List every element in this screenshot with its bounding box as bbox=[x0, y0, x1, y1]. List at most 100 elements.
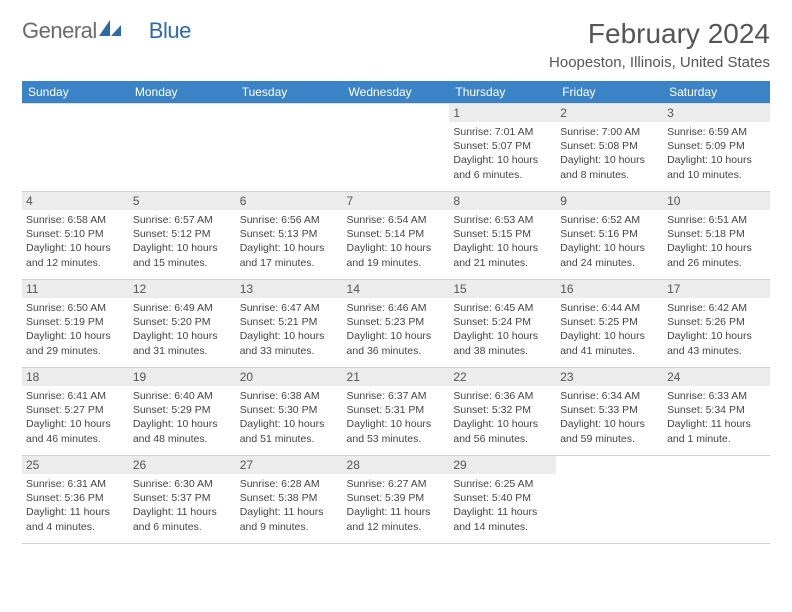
day-number: 29 bbox=[449, 456, 556, 474]
day-details: Sunrise: 6:36 AMSunset: 5:32 PMDaylight:… bbox=[453, 389, 552, 446]
day-details: Sunrise: 6:52 AMSunset: 5:16 PMDaylight:… bbox=[560, 213, 659, 270]
calendar-cell: 21 Sunrise: 6:37 AMSunset: 5:31 PMDayligh… bbox=[343, 368, 450, 456]
day-details: Sunrise: 6:34 AMSunset: 5:33 PMDaylight:… bbox=[560, 389, 659, 446]
calendar-cell: 25 Sunrise: 6:31 AMSunset: 5:36 PMDayligh… bbox=[22, 456, 129, 544]
calendar-row: 1 Sunrise: 7:01 AMSunset: 5:07 PMDaylight… bbox=[22, 104, 770, 192]
day-number: 13 bbox=[236, 280, 343, 298]
calendar-cell bbox=[22, 104, 129, 192]
location: Hoopeston, Illinois, United States bbox=[549, 54, 770, 71]
day-details: Sunrise: 6:50 AMSunset: 5:19 PMDaylight:… bbox=[26, 301, 125, 358]
day-details: Sunrise: 7:00 AMSunset: 5:08 PMDaylight:… bbox=[560, 125, 659, 182]
day-details: Sunrise: 6:30 AMSunset: 5:37 PMDaylight:… bbox=[133, 477, 232, 534]
calendar-cell: 11Sunrise: 6:50 AMSunset: 5:19 PMDayligh… bbox=[22, 280, 129, 368]
day-number: 16 bbox=[556, 280, 663, 298]
day-number: 28 bbox=[343, 456, 450, 474]
brand-logo: General Blue bbox=[22, 18, 191, 44]
calendar-cell: 7 Sunrise: 6:54 AMSunset: 5:14 PMDaylight… bbox=[343, 192, 450, 280]
calendar-cell: 5 Sunrise: 6:57 AMSunset: 5:12 PMDaylight… bbox=[129, 192, 236, 280]
weekday-header: Monday bbox=[129, 81, 236, 104]
calendar-cell: 19 Sunrise: 6:40 AMSunset: 5:29 PMDayligh… bbox=[129, 368, 236, 456]
day-details: Sunrise: 6:46 AMSunset: 5:23 PMDaylight:… bbox=[347, 301, 446, 358]
day-number: 15 bbox=[449, 280, 556, 298]
weekday-header: Thursday bbox=[449, 81, 556, 104]
day-number: 8 bbox=[449, 192, 556, 210]
calendar-body: 1 Sunrise: 7:01 AMSunset: 5:07 PMDaylight… bbox=[22, 104, 770, 544]
calendar-cell bbox=[343, 104, 450, 192]
weekday-header-row: SundayMondayTuesdayWednesdayThursdayFrid… bbox=[22, 81, 770, 104]
day-details: Sunrise: 6:58 AMSunset: 5:10 PMDaylight:… bbox=[26, 213, 125, 270]
day-details: Sunrise: 6:38 AMSunset: 5:30 PMDaylight:… bbox=[240, 389, 339, 446]
weekday-header: Saturday bbox=[663, 81, 770, 104]
calendar-row: 18 Sunrise: 6:41 AMSunset: 5:27 PMDayligh… bbox=[22, 368, 770, 456]
day-number: 5 bbox=[129, 192, 236, 210]
calendar-cell: 17 Sunrise: 6:42 AMSunset: 5:26 PMDayligh… bbox=[663, 280, 770, 368]
calendar-cell bbox=[129, 104, 236, 192]
calendar-cell: 3 Sunrise: 6:59 AMSunset: 5:09 PMDaylight… bbox=[663, 104, 770, 192]
calendar-cell: 28Sunrise: 6:27 AMSunset: 5:39 PMDayligh… bbox=[343, 456, 450, 544]
day-number: 24 bbox=[663, 368, 770, 386]
day-number: 2 bbox=[556, 104, 663, 122]
day-details: Sunrise: 6:42 AMSunset: 5:26 PMDaylight:… bbox=[667, 301, 766, 358]
day-number: 3 bbox=[663, 104, 770, 122]
day-details: Sunrise: 6:37 AMSunset: 5:31 PMDaylight:… bbox=[347, 389, 446, 446]
day-number: 7 bbox=[343, 192, 450, 210]
day-number: 21 bbox=[343, 368, 450, 386]
day-details: Sunrise: 6:41 AMSunset: 5:27 PMDaylight:… bbox=[26, 389, 125, 446]
weekday-header: Friday bbox=[556, 81, 663, 104]
day-number: 12 bbox=[129, 280, 236, 298]
calendar-row: 25 Sunrise: 6:31 AMSunset: 5:36 PMDayligh… bbox=[22, 456, 770, 544]
day-details: Sunrise: 6:59 AMSunset: 5:09 PMDaylight:… bbox=[667, 125, 766, 182]
calendar-cell: 22Sunrise: 6:36 AMSunset: 5:32 PMDayligh… bbox=[449, 368, 556, 456]
month-title: February 2024 bbox=[549, 18, 770, 50]
day-details: Sunrise: 6:49 AMSunset: 5:20 PMDaylight:… bbox=[133, 301, 232, 358]
calendar-cell: 1 Sunrise: 7:01 AMSunset: 5:07 PMDaylight… bbox=[449, 104, 556, 192]
day-number: 6 bbox=[236, 192, 343, 210]
day-number: 23 bbox=[556, 368, 663, 386]
calendar-cell: 4 Sunrise: 6:58 AMSunset: 5:10 PMDaylight… bbox=[22, 192, 129, 280]
day-details: Sunrise: 6:57 AMSunset: 5:12 PMDaylight:… bbox=[133, 213, 232, 270]
calendar-cell: 8 Sunrise: 6:53 AMSunset: 5:15 PMDaylight… bbox=[449, 192, 556, 280]
brand-part1: General bbox=[22, 18, 97, 44]
day-details: Sunrise: 6:51 AMSunset: 5:18 PMDaylight:… bbox=[667, 213, 766, 270]
brand-part2: Blue bbox=[149, 18, 191, 44]
day-details: Sunrise: 6:53 AMSunset: 5:15 PMDaylight:… bbox=[453, 213, 552, 270]
day-details: Sunrise: 6:33 AMSunset: 5:34 PMDaylight:… bbox=[667, 389, 766, 446]
day-details: Sunrise: 6:25 AMSunset: 5:40 PMDaylight:… bbox=[453, 477, 552, 534]
calendar-row: 11Sunrise: 6:50 AMSunset: 5:19 PMDayligh… bbox=[22, 280, 770, 368]
header: General Blue February 2024 Hoopeston, Il… bbox=[22, 18, 770, 77]
day-number: 26 bbox=[129, 456, 236, 474]
calendar-cell bbox=[236, 104, 343, 192]
calendar-cell: 29 Sunrise: 6:25 AMSunset: 5:40 PMDayligh… bbox=[449, 456, 556, 544]
calendar-cell: 24 Sunrise: 6:33 AMSunset: 5:34 PMDayligh… bbox=[663, 368, 770, 456]
day-details: Sunrise: 6:28 AMSunset: 5:38 PMDaylight:… bbox=[240, 477, 339, 534]
calendar-cell: 15 Sunrise: 6:45 AMSunset: 5:24 PMDayligh… bbox=[449, 280, 556, 368]
day-number: 25 bbox=[22, 456, 129, 474]
day-details: Sunrise: 6:54 AMSunset: 5:14 PMDaylight:… bbox=[347, 213, 446, 270]
calendar-cell: 20Sunrise: 6:38 AMSunset: 5:30 PMDayligh… bbox=[236, 368, 343, 456]
weekday-header: Tuesday bbox=[236, 81, 343, 104]
day-details: Sunrise: 6:40 AMSunset: 5:29 PMDaylight:… bbox=[133, 389, 232, 446]
day-details: Sunrise: 6:47 AMSunset: 5:21 PMDaylight:… bbox=[240, 301, 339, 358]
day-number: 18 bbox=[22, 368, 129, 386]
day-number: 9 bbox=[556, 192, 663, 210]
day-number: 1 bbox=[449, 104, 556, 122]
calendar-cell: 13 Sunrise: 6:47 AMSunset: 5:21 PMDayligh… bbox=[236, 280, 343, 368]
calendar-cell: 10Sunrise: 6:51 AMSunset: 5:18 PMDayligh… bbox=[663, 192, 770, 280]
day-details: Sunrise: 6:31 AMSunset: 5:36 PMDaylight:… bbox=[26, 477, 125, 534]
weekday-header: Wednesday bbox=[343, 81, 450, 104]
calendar-cell: 6Sunrise: 6:56 AMSunset: 5:13 PMDaylight… bbox=[236, 192, 343, 280]
day-details: Sunrise: 7:01 AMSunset: 5:07 PMDaylight:… bbox=[453, 125, 552, 182]
calendar-cell: 14Sunrise: 6:46 AMSunset: 5:23 PMDayligh… bbox=[343, 280, 450, 368]
day-number: 17 bbox=[663, 280, 770, 298]
calendar: SundayMondayTuesdayWednesdayThursdayFrid… bbox=[22, 81, 770, 544]
calendar-cell: 16 Sunrise: 6:44 AMSunset: 5:25 PMDayligh… bbox=[556, 280, 663, 368]
sail-icon bbox=[99, 18, 121, 44]
day-details: Sunrise: 6:45 AMSunset: 5:24 PMDaylight:… bbox=[453, 301, 552, 358]
calendar-cell: 23 Sunrise: 6:34 AMSunset: 5:33 PMDayligh… bbox=[556, 368, 663, 456]
calendar-row: 4 Sunrise: 6:58 AMSunset: 5:10 PMDaylight… bbox=[22, 192, 770, 280]
calendar-cell: 2 Sunrise: 7:00 AMSunset: 5:08 PMDaylight… bbox=[556, 104, 663, 192]
day-details: Sunrise: 6:44 AMSunset: 5:25 PMDaylight:… bbox=[560, 301, 659, 358]
day-number: 4 bbox=[22, 192, 129, 210]
weekday-header: Sunday bbox=[22, 81, 129, 104]
day-number: 19 bbox=[129, 368, 236, 386]
